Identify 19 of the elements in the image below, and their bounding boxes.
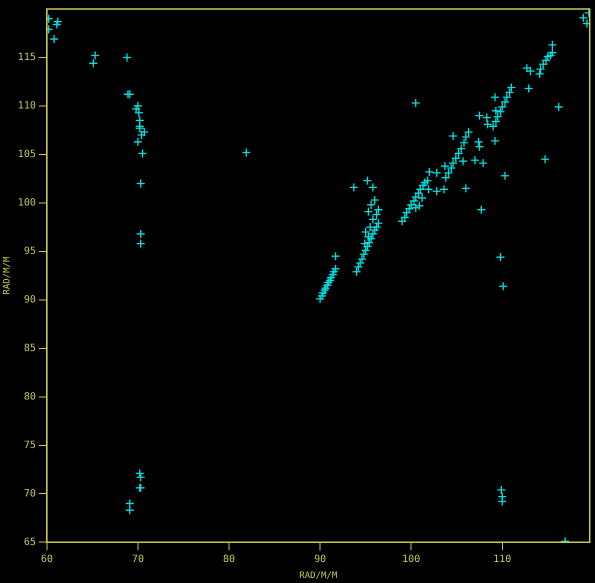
y-tick-label: 105 xyxy=(18,149,36,160)
y-tick-label: 70 xyxy=(24,488,36,500)
y-tick-label: 95 xyxy=(24,246,36,257)
y-tick-label: 80 xyxy=(24,391,36,402)
y-tick-label: 85 xyxy=(24,342,36,354)
x-tick-label: 80 xyxy=(223,554,236,565)
x-tick-label: 110 xyxy=(493,554,512,565)
x-tick-label: 70 xyxy=(132,554,144,565)
y-tick-label: 65 xyxy=(24,536,36,548)
y-tick-label: 90 xyxy=(24,294,36,306)
x-tick-label: 90 xyxy=(314,554,326,565)
y-tick-label: 115 xyxy=(18,52,36,64)
x-tick-label: 60 xyxy=(40,554,53,565)
x-axis-title: RAD/M/M xyxy=(299,570,338,581)
y-tick-label: 100 xyxy=(18,197,36,208)
x-tick-label: 100 xyxy=(402,554,420,565)
y-tick-label: 75 xyxy=(24,440,36,451)
y-axis-title: RAD/M/M xyxy=(2,256,13,295)
y-tick-label: 110 xyxy=(18,100,36,112)
